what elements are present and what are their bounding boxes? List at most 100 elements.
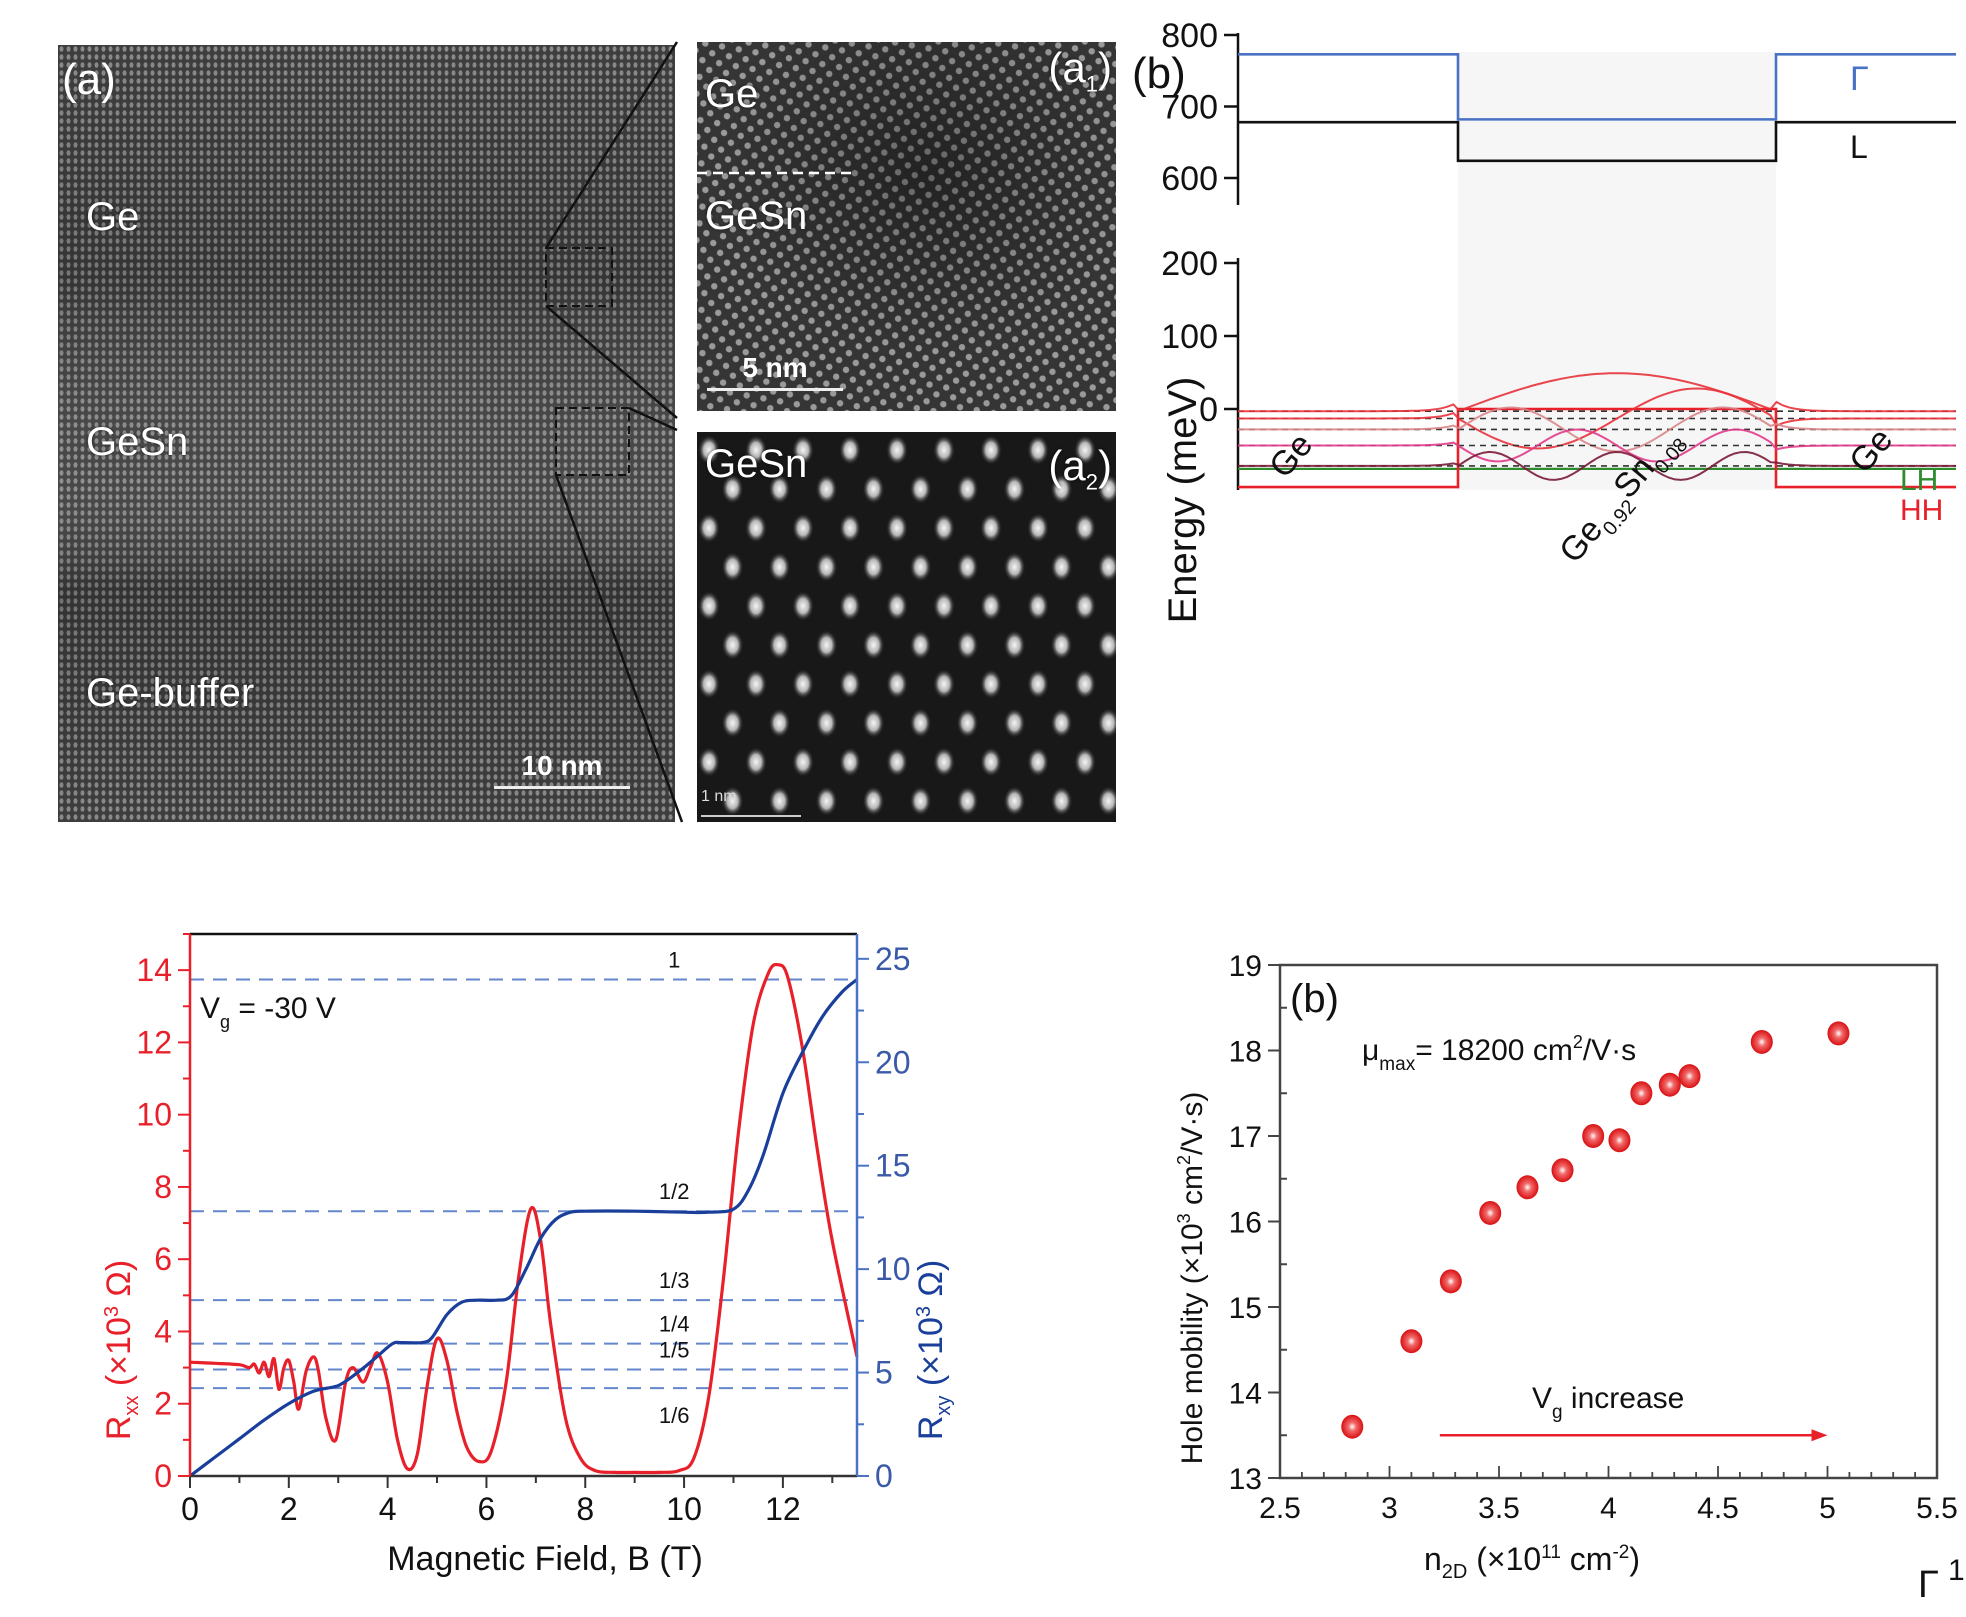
lattice-pattern-a1: [697, 42, 1116, 411]
band-diagram-chart: (b) 600 700 800 0 100 200 Energy (meV) Γ L LH…: [1132, 17, 1956, 624]
gate-voltage-annotation: Vg = -30 V: [200, 992, 336, 1032]
qh-x-tick-label: 0: [181, 1491, 199, 1527]
rxx-y-tick-label: 4: [154, 1313, 172, 1349]
mobility-data-point: [1630, 1081, 1653, 1106]
subband-wavefunction: [1238, 428, 1956, 463]
scalebar-1nm-label: 1 nm: [701, 788, 737, 805]
subband-wavefunction: [1238, 387, 1956, 450]
corner-number: 1: [1948, 1554, 1965, 1587]
region-label-ge-left: Ge: [1262, 426, 1320, 485]
rxy-y-tick-label: 10: [875, 1251, 911, 1287]
mobility-x-axis-label: n2D (×1011 cm-2): [1424, 1541, 1640, 1583]
plateau-label: 1: [668, 948, 680, 973]
band-y-axis-label: Energy (meV): [1161, 377, 1205, 624]
mobility-scatter-chart: 2.5 3 3.5 4 4.5 5 5.5 13 14 15 16 17 18 19 (b) μmax= …: [1174, 950, 1965, 1606]
rxy-y-tick-label: 20: [875, 1044, 911, 1080]
mobility-data-point: [1750, 1029, 1773, 1054]
LH-band-label: LH: [1900, 464, 1938, 497]
rxx-y-tick-label: 12: [136, 1024, 172, 1060]
corner-gamma-glyph: Γ: [1918, 1564, 1939, 1606]
quantum-hall-chart: 1 1/2 1/3 1/41/5 1/6 0 2 4 6 8 10 12 0 2 4 6 8 10 12 14 0 5 1…: [100, 932, 955, 1578]
mu-max-annotation: μmax= 18200 cm2/V·s: [1362, 1032, 1636, 1075]
mobility-x-tick-label: 2.5: [1259, 1492, 1301, 1525]
panel-label-a: (a): [62, 55, 116, 104]
band-y-tick-label: 800: [1161, 17, 1218, 55]
scalebar-line: [707, 388, 843, 391]
panel-label-a2: (a2): [1048, 442, 1112, 495]
plateau-label: 1/2: [659, 1179, 690, 1204]
rxy-y-tick-label: 15: [875, 1148, 911, 1184]
tem-main-image: (a) Ge GeSn Ge-buffer 10 nm: [58, 45, 675, 822]
mobility-data-point: [1551, 1158, 1574, 1183]
qh-x-tick-label: 2: [280, 1491, 298, 1527]
mobility-y-tick-label: 16: [1229, 1207, 1262, 1240]
rxx-curve: [189, 962, 859, 1475]
panel-label-a1: (a1): [1048, 44, 1112, 97]
quantum-well-region: [1458, 52, 1776, 490]
band-edge-gamma: [1238, 53, 1956, 121]
plateau-label: 1/6: [659, 1403, 690, 1428]
mobility-data-point: [1678, 1064, 1701, 1089]
layer-label-gesn: GeSn: [86, 420, 189, 464]
band-edge-hh: [1238, 407, 1956, 489]
mobility-y-tick-label: 15: [1229, 1292, 1262, 1325]
inset2-label-gesn: GeSn: [705, 442, 808, 486]
band-y-tick-label: 700: [1161, 89, 1218, 127]
rxy-curve: [189, 978, 859, 1478]
panel-label-b-bottom: (b): [1290, 977, 1339, 1021]
zoom-box-2: [555, 407, 630, 476]
rxx-y-tick-label: 2: [154, 1386, 172, 1422]
qh-x-tick-label: 6: [478, 1491, 496, 1527]
rxx-y-tick-label: 8: [154, 1169, 172, 1205]
mobility-x-tick-label: 3: [1381, 1492, 1398, 1525]
rxy-y-tick-label: 0: [875, 1458, 893, 1494]
subband-wavefunction: [1238, 450, 1956, 481]
rxx-y-tick-label: 10: [136, 1097, 172, 1133]
mobility-data-point: [1582, 1124, 1605, 1148]
mobility-y-tick-label: 19: [1229, 950, 1262, 983]
mobility-data-point: [1658, 1072, 1681, 1097]
mobility-data-point: [1608, 1128, 1631, 1153]
qh-x-axis-label: Magnetic Field, B (T): [387, 1540, 703, 1578]
mobility-y-tick-label: 17: [1229, 1121, 1262, 1154]
scalebar-10nm: 10 nm: [494, 750, 630, 789]
layer-label-ge: Ge: [86, 195, 140, 239]
plateau-label: 1/5: [659, 1337, 690, 1362]
mobility-data-point: [1439, 1269, 1462, 1294]
L-band-label: L: [1850, 129, 1868, 165]
mobility-data-point: [1341, 1414, 1364, 1439]
rxx-y-tick-label: 14: [136, 952, 172, 988]
rxy-y-tick-label: 5: [875, 1355, 893, 1391]
tem-inset-a1: Ge GeSn (a1) 5 nm: [697, 42, 1116, 411]
mobility-x-tick-label: 3.5: [1478, 1492, 1520, 1525]
plateau-label: 1/3: [659, 1268, 690, 1293]
scalebar-5nm: 5 nm: [707, 352, 843, 391]
rxx-y-tick-label: 6: [154, 1241, 172, 1277]
inset1-label-ge: Ge: [705, 72, 759, 116]
panel-label-b-top: (b): [1132, 49, 1186, 98]
HH-band-label: HH: [1900, 494, 1943, 527]
mobility-y-tick-label: 14: [1229, 1378, 1262, 1411]
rxy-axis-label: Rxy (×103 Ω): [912, 1260, 955, 1440]
scalebar-label: 10 nm: [521, 750, 603, 781]
band-y-tick-label: 100: [1161, 318, 1218, 356]
vg-increase-label: Vg increase: [1532, 1382, 1684, 1423]
scalebar-label: 5 nm: [742, 352, 808, 383]
qh-x-tick-label: 12: [765, 1491, 801, 1527]
tem-inset-a2: GeSn (a2) 1 nm: [697, 432, 1116, 822]
mobility-data-point: [1479, 1200, 1502, 1225]
mobility-y-tick-label: 18: [1229, 1036, 1262, 1069]
mobility-x-tick-label: 4: [1600, 1492, 1617, 1525]
inset1-label-gesn: GeSn: [705, 194, 808, 238]
band-y-tick-label: 600: [1161, 160, 1218, 198]
mobility-x-tick-label: 5: [1819, 1492, 1836, 1525]
scalebar-line: [494, 786, 630, 789]
subband-wavefunction: [1238, 372, 1956, 413]
mobility-y-tick-label: 13: [1229, 1463, 1262, 1496]
mobility-data-point: [1827, 1021, 1850, 1046]
mobility-x-tick-label: 4.5: [1697, 1492, 1739, 1525]
mobility-x-tick-label: 5.5: [1916, 1492, 1958, 1525]
lattice-pattern: [58, 45, 675, 822]
lattice-pattern-a2: [697, 432, 1116, 822]
rxy-y-tick-label: 25: [875, 941, 911, 977]
